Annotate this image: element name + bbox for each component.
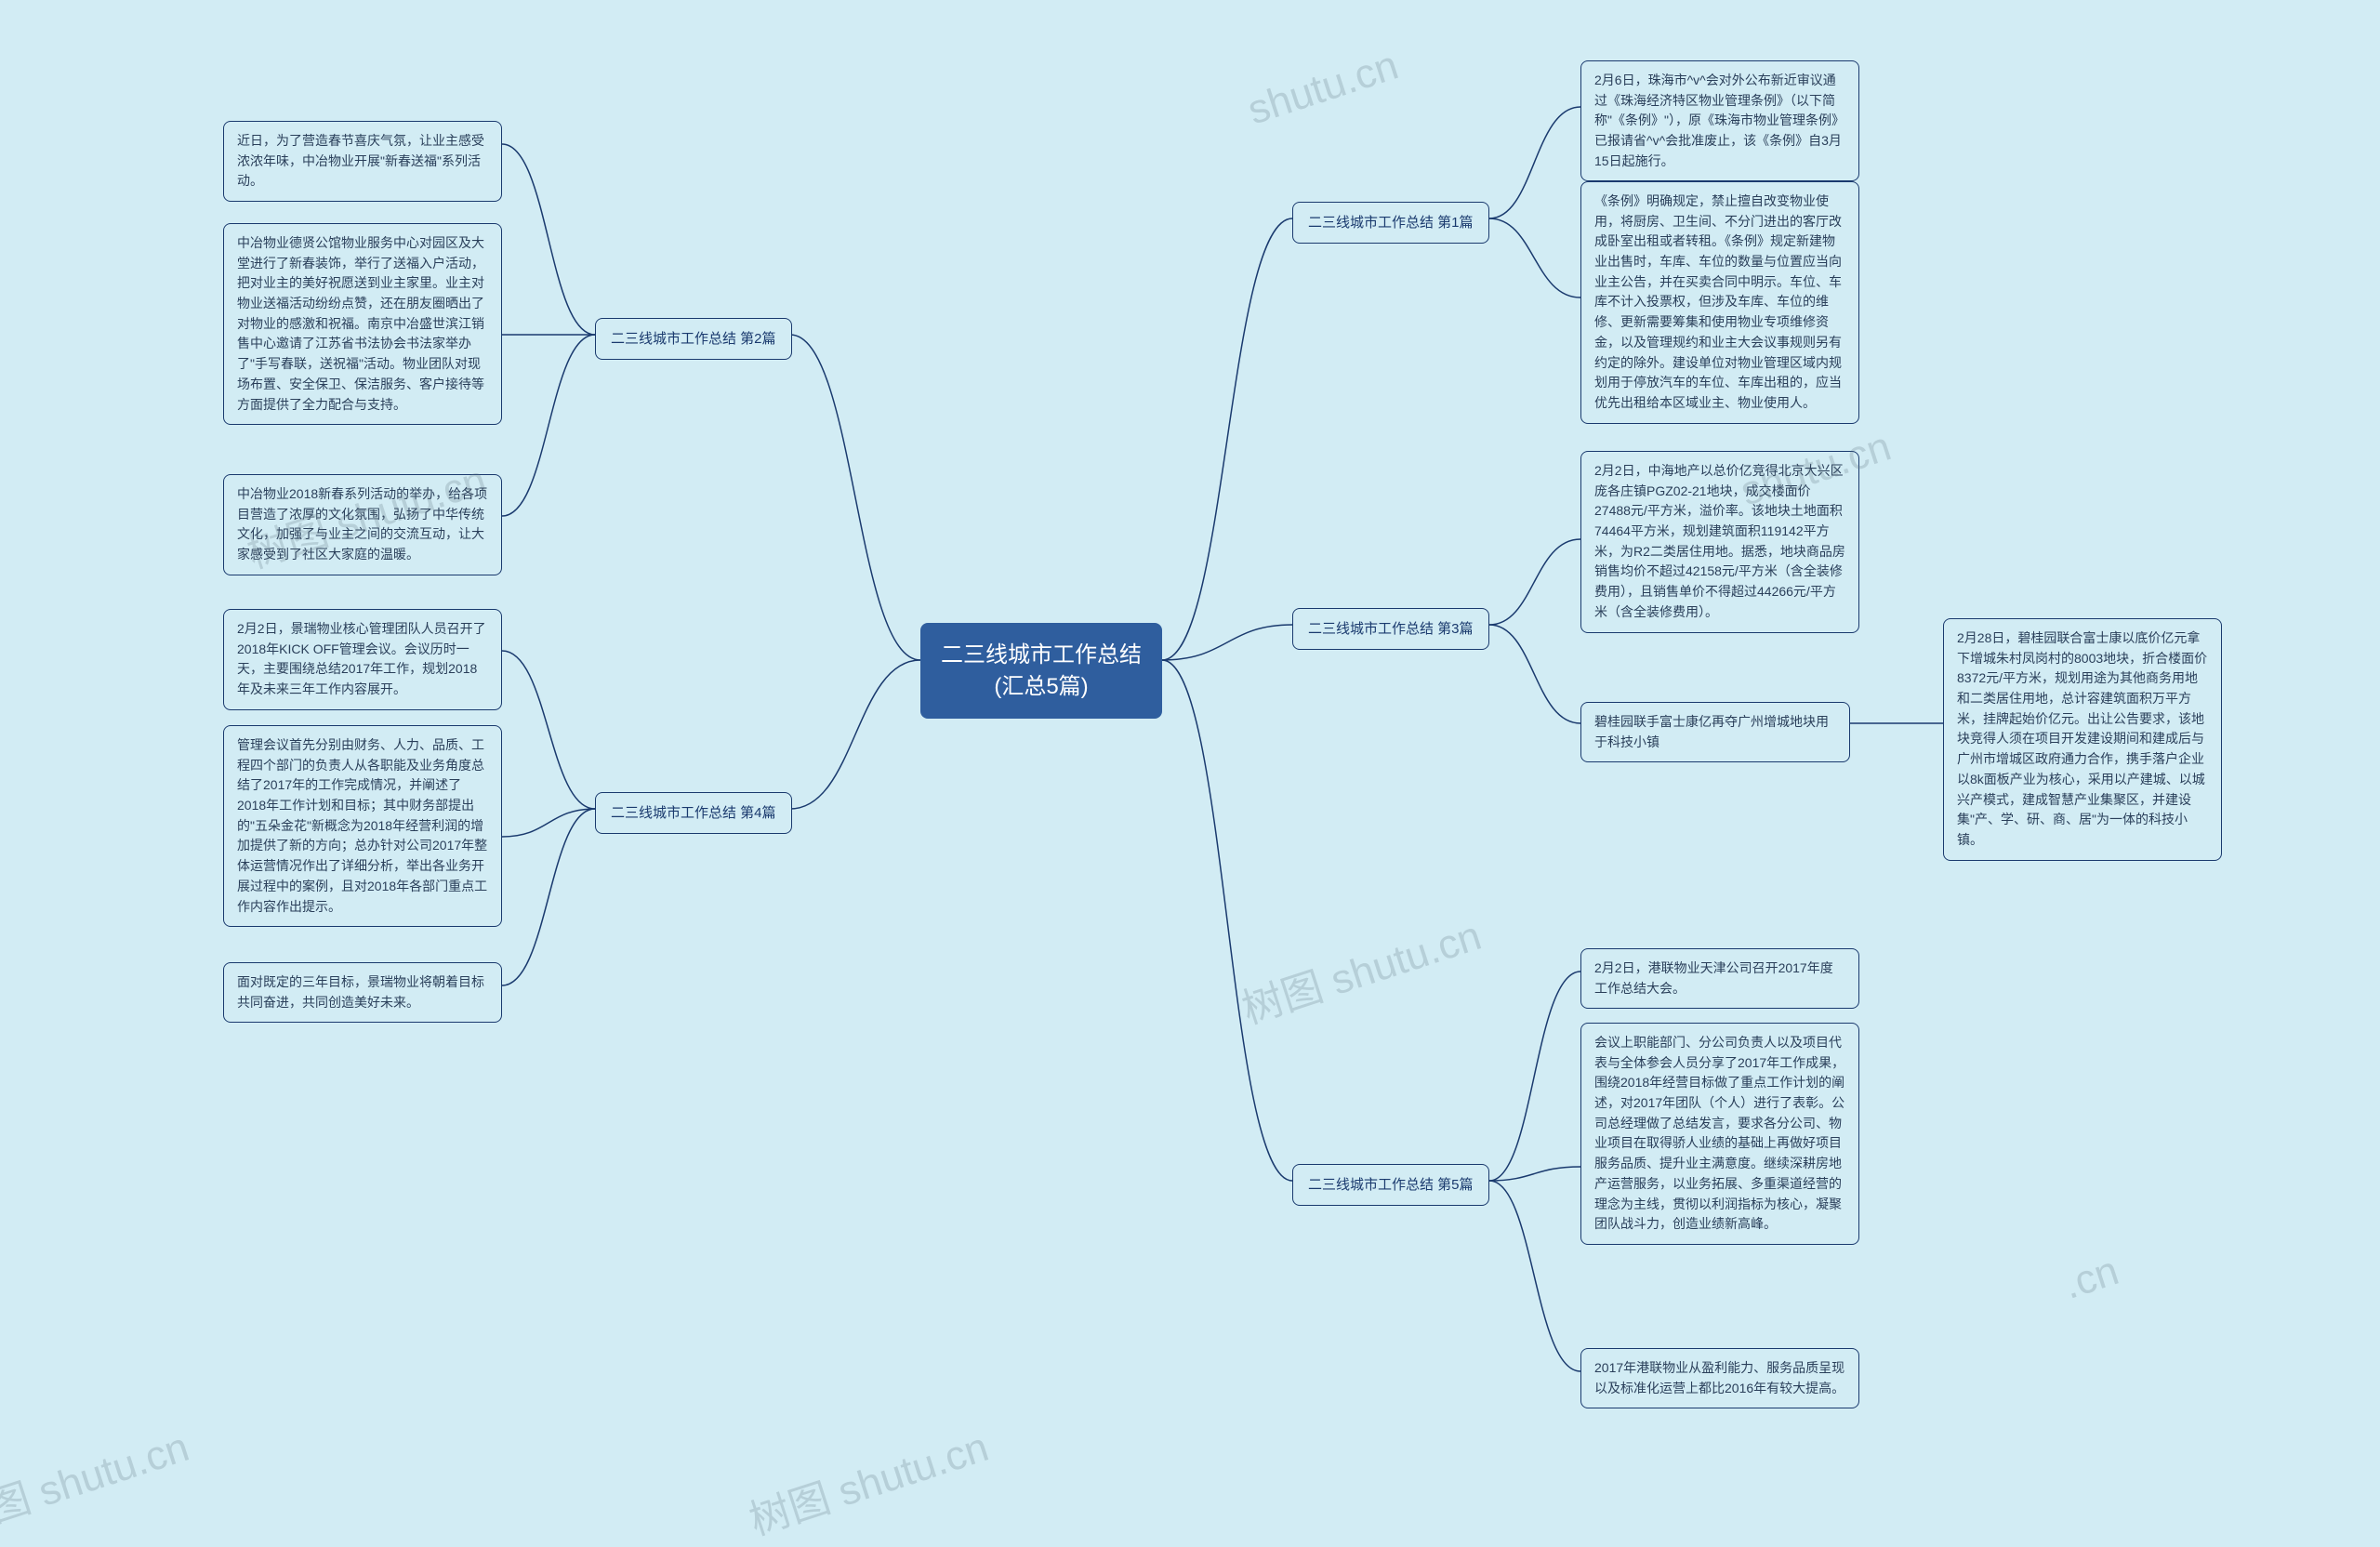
leaf-text: 管理会议首先分别由财务、人力、品质、工程四个部门的负责人从各职能及业务角度总结了… (237, 737, 487, 914)
branch-b5: 二三线城市工作总结 第5篇 (1292, 1164, 1489, 1206)
mindmap-canvas: 二三线城市工作总结(汇总5篇) 二三线城市工作总结 第1篇 2月6日，珠海市^v… (0, 0, 2380, 1518)
leaf-b2l3: 中冶物业2018新春系列活动的举办，给各项目营造了浓厚的文化氛围，弘扬了中华传统… (223, 474, 502, 575)
leaf-text: 碧桂园联手富士康亿再夺广州增城地块用于科技小镇 (1594, 714, 1829, 749)
watermark-text: 树图 shutu.cn (0, 1424, 194, 1544)
leaf-b2l2: 中冶物业德贤公馆物业服务中心对园区及大堂进行了新春装饰，举行了送福入户活动，把对… (223, 223, 502, 425)
branch-b3: 二三线城市工作总结 第3篇 (1292, 608, 1489, 650)
branch-label: 二三线城市工作总结 第1篇 (1308, 215, 1474, 231)
center-node: 二三线城市工作总结(汇总5篇) (920, 623, 1162, 719)
branch-b4: 二三线城市工作总结 第4篇 (595, 792, 792, 834)
leaf-b5l1: 2月2日，港联物业天津公司召开2017年度工作总结大会。 (1580, 948, 1859, 1009)
leaf-b4l2: 管理会议首先分别由财务、人力、品质、工程四个部门的负责人从各职能及业务角度总结了… (223, 725, 502, 927)
leaf-text: 2017年港联物业从盈利能力、服务品质呈现以及标准化运营上都比2016年有较大提… (1594, 1360, 1844, 1395)
watermark: 树图 shutu.cn (0, 1413, 195, 1546)
branch-b1: 二三线城市工作总结 第1篇 (1292, 202, 1489, 244)
leaf-b1l2: 《条例》明确规定，禁止擅自改变物业使用，将厨房、卫生间、不分门进出的客厅改成卧室… (1580, 181, 1859, 424)
watermark-text: .cn (2058, 1248, 2124, 1308)
leaf-text: 2月28日，碧桂园联合富士康以底价亿元拿下增城朱村凤岗村的8003地块，折合楼面… (1957, 630, 2207, 847)
leaf-text: 近日，为了营造春节喜庆气氛，让业主感受浓浓年味，中冶物业开展"新春送福"系列活动… (237, 133, 484, 188)
leaf-b2l1: 近日，为了营造春节喜庆气氛，让业主感受浓浓年味，中冶物业开展"新春送福"系列活动… (223, 121, 502, 202)
branch-label: 二三线城市工作总结 第2篇 (611, 331, 776, 347)
leaf-b1l1: 2月6日，珠海市^v^会对外公布新近审议通过《珠海经济特区物业管理条例》（以下简… (1580, 60, 1859, 181)
watermark: shutu.cn (1242, 43, 1404, 135)
leaf-text: 2月2日，景瑞物业核心管理团队人员召开了2018年KICK OFF管理会议。会议… (237, 621, 486, 696)
leaf-text: 中冶物业2018新春系列活动的举办，给各项目营造了浓厚的文化氛围，弘扬了中华传统… (237, 486, 487, 562)
watermark-text: 树图 shutu.cn (744, 1424, 994, 1544)
leaf-text: 2月2日，港联物业天津公司召开2017年度工作总结大会。 (1594, 960, 1833, 996)
leaf-text: 2月6日，珠海市^v^会对外公布新近审议通过《珠海经济特区物业管理条例》（以下简… (1594, 73, 1844, 168)
leaf-text: 会议上职能部门、分公司负责人以及项目代表与全体参会人员分享了2017年工作成果，… (1594, 1035, 1844, 1231)
watermark-text: 树图 shutu.cn (1236, 913, 1487, 1033)
watermark-text: shutu.cn (1242, 43, 1403, 134)
branch-b2: 二三线城市工作总结 第2篇 (595, 318, 792, 360)
leaf-b3l2: 碧桂园联手富士康亿再夺广州增城地块用于科技小镇 (1580, 702, 1850, 762)
leaf-text: 《条例》明确规定，禁止擅自改变物业使用，将厨房、卫生间、不分门进出的客厅改成卧室… (1594, 193, 1842, 410)
leaf-b5l2: 会议上职能部门、分公司负责人以及项目代表与全体参会人员分享了2017年工作成果，… (1580, 1023, 1859, 1245)
leaf-b3l1: 2月2日，中海地产以总价亿竞得北京大兴区庞各庄镇PGZ02-21地块，成交楼面价… (1580, 451, 1859, 633)
leaf-b3l2-sub: 2月28日，碧桂园联合富士康以底价亿元拿下增城朱村凤岗村的8003地块，折合楼面… (1943, 618, 2222, 861)
center-text: 二三线城市工作总结(汇总5篇) (941, 642, 1142, 699)
branch-label: 二三线城市工作总结 第3篇 (1308, 621, 1474, 637)
leaf-text: 中冶物业德贤公馆物业服务中心对园区及大堂进行了新春装饰，举行了送福入户活动，把对… (237, 235, 484, 412)
branch-label: 二三线城市工作总结 第5篇 (1308, 1177, 1474, 1193)
leaf-b5l3: 2017年港联物业从盈利能力、服务品质呈现以及标准化运营上都比2016年有较大提… (1580, 1348, 1859, 1408)
watermark: 树图 shutu.cn (1234, 902, 1488, 1035)
watermark: .cn (2058, 1248, 2124, 1309)
leaf-text: 面对既定的三年目标，景瑞物业将朝着目标共同奋进，共同创造美好未来。 (237, 974, 484, 1010)
leaf-b4l1: 2月2日，景瑞物业核心管理团队人员召开了2018年KICK OFF管理会议。会议… (223, 609, 502, 710)
leaf-b4l3: 面对既定的三年目标，景瑞物业将朝着目标共同奋进，共同创造美好未来。 (223, 962, 502, 1023)
branch-label: 二三线城市工作总结 第4篇 (611, 805, 776, 821)
leaf-text: 2月2日，中海地产以总价亿竞得北京大兴区庞各庄镇PGZ02-21地块，成交楼面价… (1594, 463, 1845, 619)
watermark: 树图 shutu.cn (741, 1413, 995, 1546)
